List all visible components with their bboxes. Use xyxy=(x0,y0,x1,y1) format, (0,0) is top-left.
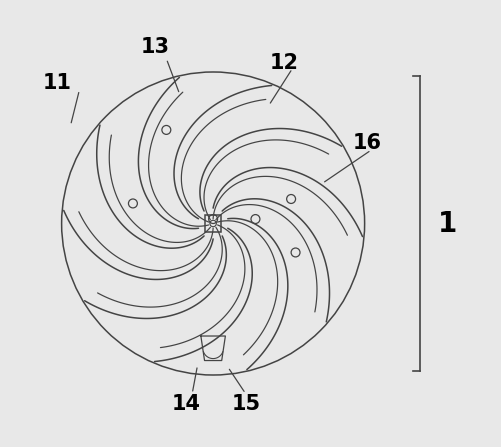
Bar xyxy=(205,215,221,232)
Text: 1: 1 xyxy=(436,210,456,237)
Text: 12: 12 xyxy=(270,53,298,73)
Text: 14: 14 xyxy=(171,394,200,414)
Text: 11: 11 xyxy=(43,73,72,93)
Text: 15: 15 xyxy=(231,394,261,414)
Text: 13: 13 xyxy=(140,38,169,58)
Text: 16: 16 xyxy=(352,133,381,153)
